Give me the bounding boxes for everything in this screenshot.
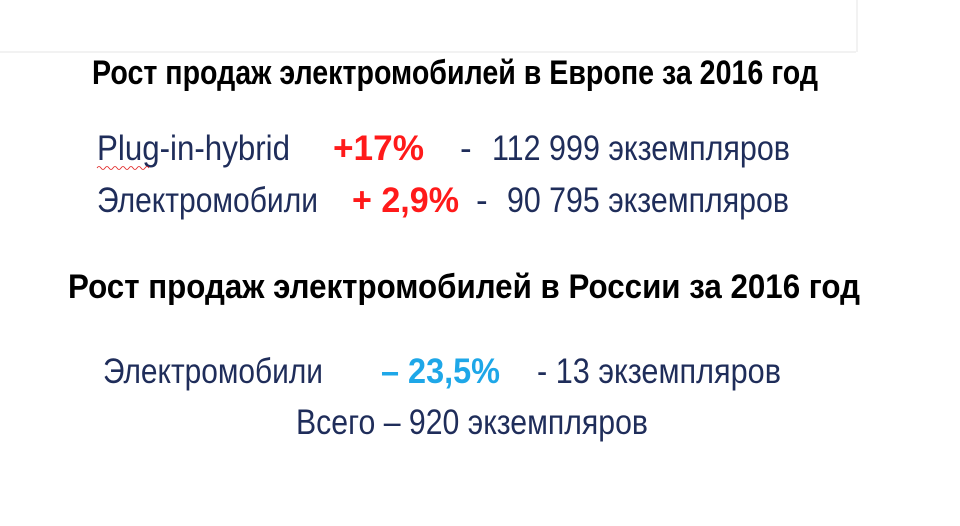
total: Всего – 920 экземпляров — [296, 403, 648, 442]
row-change: – 23,5% — [381, 352, 500, 391]
row-separator: - — [476, 181, 488, 220]
section-title: Рост продаж электромобилей в Европе за 2… — [92, 54, 818, 92]
row-label: Электромобили — [103, 352, 323, 391]
row-label: Электромобили — [97, 181, 318, 220]
row-count: - 13 экземпляров — [537, 352, 781, 391]
row-label: Plug-in-hybrid — [97, 129, 290, 168]
row-change: +17% — [333, 129, 424, 168]
spell-underline — [96, 166, 150, 170]
row-separator: - — [460, 129, 472, 168]
row-count: 112 999 экземпляров — [492, 129, 790, 168]
row-count: 90 795 экземпляров — [507, 181, 789, 220]
section-title: Рост продаж электромобилей в России за 2… — [68, 268, 860, 306]
row-change: + 2,9% — [352, 181, 459, 220]
